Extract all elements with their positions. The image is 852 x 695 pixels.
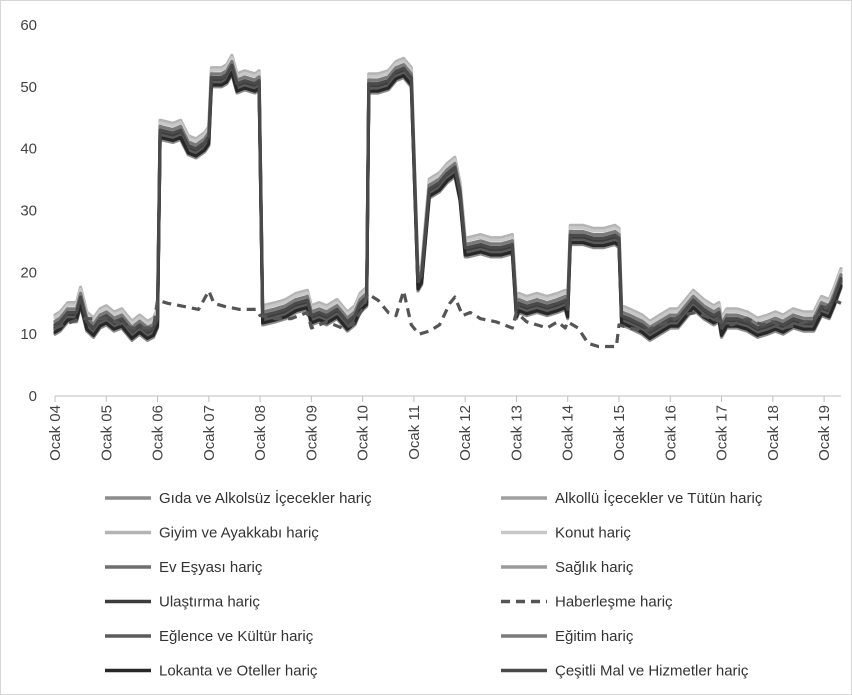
x-tick-label: Ocak 19 [816,405,833,461]
legend-item: Gıda ve Alkolsüz İçecekler hariç [105,489,372,507]
legend-item: Alkollü İçecekler ve Tütün hariç [501,489,763,507]
x-tick-label: Ocak 09 [303,405,320,461]
legend-label: Lokanta ve Oteller hariç [159,663,318,680]
legend-label: Giyim ve Ayakkabı hariç [159,525,319,542]
y-tick-label: 60 [20,17,37,34]
x-tick-label: Ocak 15 [611,405,628,461]
legend-label: Ulaştırma hariç [159,594,260,611]
y-tick-label: 10 [20,326,37,343]
x-tick-label: Ocak 18 [765,405,782,461]
legend-label: Gıda ve Alkolsüz İçecekler hariç [159,489,372,507]
legend-label: Alkollü İçecekler ve Tütün hariç [555,489,763,507]
series-line-3 [53,56,843,326]
y-tick-label: 0 [29,388,37,405]
legend-label: Sağlık hariç [555,559,634,576]
x-tick-label: Ocak 10 [355,405,372,461]
x-tick-label: Ocak 05 [98,405,115,461]
series-line-9 [53,59,843,329]
series-line-6 [53,66,843,336]
y-tick-label: 20 [20,264,37,281]
legend-label: Çeşitli Mal ve Hizmetler hariç [555,663,749,680]
series-line-1 [53,65,843,335]
x-tick-label: Ocak 13 [508,405,525,461]
series-line-2 [53,53,843,323]
x-tick-label: Ocak 12 [457,405,474,461]
legend-item: Sağlık hariç [501,559,634,576]
legend-label: Konut hariç [555,525,631,542]
legend-item: Ulaştırma hariç [105,594,260,611]
legend-item: Haberleşme hariç [501,594,673,611]
legend-item: Giyim ve Ayakkabı hariç [105,525,319,542]
series-line-8 [53,68,843,338]
x-tick-label: Ocak 16 [662,405,679,461]
axis-layer: 0 10 20 30 40 50 60 Ocak 04 Ocak 05 Ocak 06 Ocak 0… [20,17,841,461]
y-tick-label: 50 [20,79,37,96]
x-tick-label: Ocak 11 [406,405,423,460]
legend-item: Ev Eşyası hariç [105,559,263,576]
series-line-10 [53,71,843,341]
legend-item: Lokanta ve Oteller hariç [105,663,318,680]
legend-label: Ev Eşyası hariç [159,559,263,576]
series-line-4 [53,64,843,334]
x-tick-label: Ocak 14 [560,405,577,461]
series-line-11 [53,63,843,333]
legend-label: Eğlence ve Kültür hariç [159,628,314,645]
legend-item: Eğitim hariç [501,628,634,645]
x-tick-label: Ocak 07 [201,405,218,461]
series-line-0 [53,72,843,342]
x-tick-label: Ocak 17 [714,405,731,461]
legend-item: Konut hariç [501,525,631,542]
series-line-7 [54,289,842,349]
legend-item: Çeşitli Mal ve Hizmetler hariç [501,663,749,680]
x-tick-label: Ocak 04 [47,405,64,461]
legend-item: Eğlence ve Kültür hariç [105,628,314,645]
legend-label: Eğitim hariç [555,628,634,645]
series-line-5 [53,61,843,331]
legend: Gıda ve Alkolsüz İçecekler hariç Alkollü … [105,489,763,680]
x-tick-label: Ocak 08 [252,405,269,461]
y-tick-label: 30 [20,203,37,220]
x-tick-label: Ocak 06 [150,405,167,461]
series-layer [53,53,843,349]
legend-label: Haberleşme hariç [555,594,673,611]
y-tick-label: 40 [20,141,37,158]
